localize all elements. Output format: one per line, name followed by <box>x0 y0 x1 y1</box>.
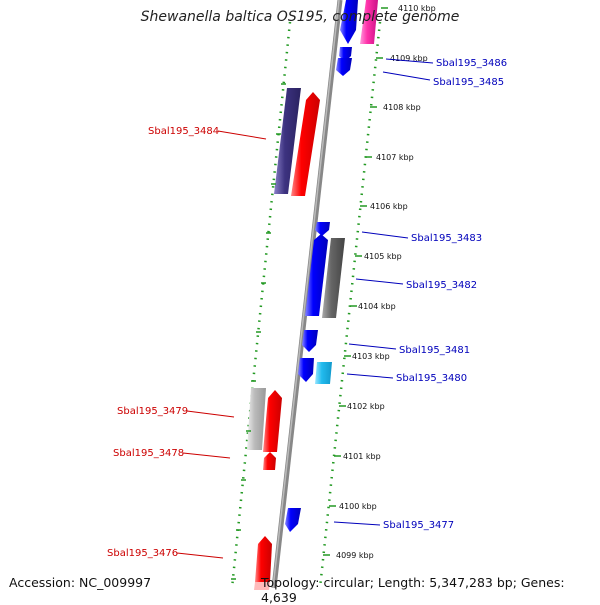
tick-label-4110: 4110 kbp <box>398 4 436 13</box>
kbp-ticks: 4110 kbp 4109 kbp 4108 kbp 4107 kbp 4106… <box>323 4 436 560</box>
gene-sbal195-3480-blue <box>298 358 314 382</box>
gene-sbal195-3479-gray <box>247 388 266 450</box>
tick-label-4106: 4106 kbp <box>370 202 408 211</box>
tick-label-4100: 4100 kbp <box>339 502 377 511</box>
accession-text: Accession: NC_009997 <box>9 575 152 590</box>
gene-sbal195-3484-purple <box>274 88 301 194</box>
gene-label-sbal195-3478[interactable]: Sbal195_3478 <box>113 448 184 459</box>
tick-label-4108: 4108 kbp <box>383 103 421 112</box>
gene-sbal195-3482-shape <box>322 238 345 318</box>
gene-sbal195-3481-shape <box>302 330 318 352</box>
gene-label-sbal195-3479[interactable]: Sbal195_3479 <box>117 406 188 417</box>
tick-label-4105: 4105 kbp <box>364 252 402 261</box>
tick-label-4109: 4109 kbp <box>390 54 428 63</box>
gene-label-sbal195-3484[interactable]: Sbal195_3484 <box>148 126 219 137</box>
gene-label-sbal195-3485[interactable]: Sbal195_3485 <box>433 77 504 88</box>
gene-sbal195-3478-shape <box>263 452 276 470</box>
tick-label-4102: 4102 kbp <box>347 402 385 411</box>
gene-sbal195-3483-shape <box>305 234 328 316</box>
gene-label-sbal195-3481[interactable]: Sbal195_3481 <box>399 345 470 356</box>
gene-labels: Sbal195_3486 Sbal195_3485 Sbal195_3484 S… <box>107 58 507 559</box>
gene-sbal195-3484-shape <box>291 92 320 196</box>
gene-sbal195-3476-tail <box>254 582 270 590</box>
gene-features <box>247 0 378 590</box>
genome-backbone <box>271 0 343 589</box>
gene-sbal195-3485-shape <box>336 58 352 76</box>
gene-sbal195-3479-shape <box>263 390 282 452</box>
gene-label-sbal195-3480[interactable]: Sbal195_3480 <box>396 373 467 384</box>
gene-label-sbal195-3486[interactable]: Sbal195_3486 <box>436 58 507 69</box>
map-title: Shewanella baltica OS195, complete genom… <box>140 9 460 25</box>
tick-label-4103: 4103 kbp <box>352 352 390 361</box>
tick-label-4101: 4101 kbp <box>343 452 381 461</box>
gene-top-pink <box>360 0 378 44</box>
gene-label-sbal195-3477[interactable]: Sbal195_3477 <box>383 520 454 531</box>
minor-ticks <box>231 83 286 580</box>
gene-label-sbal195-3476[interactable]: Sbal195_3476 <box>107 548 178 559</box>
tick-label-4107: 4107 kbp <box>376 153 414 162</box>
gene-sbal195-3480-shape <box>315 362 332 384</box>
gene-label-sbal195-3482[interactable]: Sbal195_3482 <box>406 280 477 291</box>
topology-text: Topology: circular; Length: 5,347,283 bp… <box>261 575 565 605</box>
tick-label-4099: 4099 kbp <box>336 551 374 560</box>
gene-top-blue <box>340 0 358 44</box>
tick-label-4104: 4104 kbp <box>358 302 396 311</box>
genome-backbone-highlight <box>272 0 340 589</box>
gene-label-sbal195-3483[interactable]: Sbal195_3483 <box>411 233 482 244</box>
gene-sbal195-3476-shape <box>255 536 272 582</box>
gene-sbal195-3477-shape <box>285 508 301 532</box>
gene-sbal195-3483-cap <box>315 222 330 236</box>
